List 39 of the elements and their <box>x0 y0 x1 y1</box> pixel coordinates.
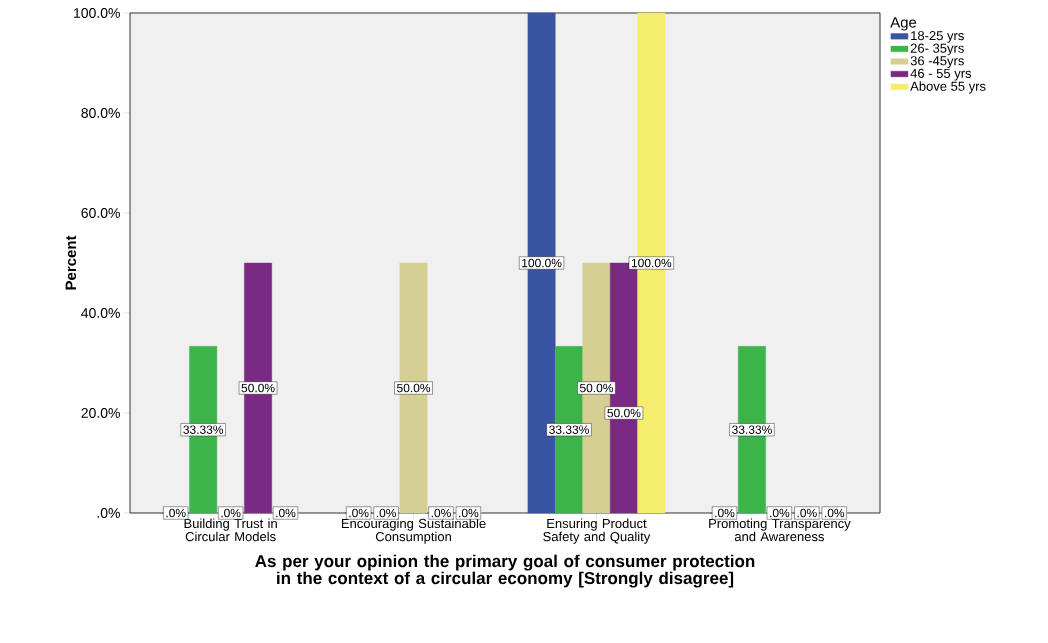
y-tick-label: 20.0% <box>81 408 120 418</box>
data-label: 33.33% <box>183 425 224 434</box>
y-tick-label: 40.0% <box>81 308 120 318</box>
data-label: 33.33% <box>732 425 772 434</box>
legend-label: 18-25 yrs <box>911 31 964 43</box>
data-label: .0% <box>459 508 479 518</box>
data-label: .0% <box>770 508 790 518</box>
data-label: .0% <box>715 508 735 518</box>
data-label: 50.0% <box>241 383 275 393</box>
legend-label: Above 55 yrs <box>910 81 986 94</box>
data-label: 100.0% <box>522 258 562 268</box>
bar <box>399 262 428 514</box>
data-label: .0% <box>166 508 186 518</box>
y-axis-title: Percent <box>65 235 77 290</box>
data-label: .0% <box>797 508 817 518</box>
x-tick-label: Encouraging Sustainable Consumption <box>341 518 486 544</box>
data-label: .0% <box>349 508 369 518</box>
data-label: .0% <box>825 508 845 518</box>
y-tick-label: 60.0% <box>81 208 120 218</box>
y-tick-label: .0% <box>97 508 120 518</box>
data-label: .0% <box>276 508 296 518</box>
legend-title: Age <box>890 17 917 31</box>
x-axis-title: As per your opinion the primary goal of consumer protection in the context of a circular economy [Strongly disagree] <box>255 554 755 588</box>
x-tick-label: Promoting Transparency and Awareness <box>709 518 851 542</box>
legend-label: 26- 35yrs <box>910 43 964 56</box>
data-label: 50.0% <box>607 408 641 418</box>
data-label: .0% <box>431 508 451 518</box>
legend-label: 46 - 55 yrs <box>910 68 972 81</box>
x-tick-label: Ensuring Product Safety and Quality <box>543 518 651 544</box>
data-label: .0% <box>221 508 241 518</box>
data-label: 50.0% <box>579 383 614 393</box>
data-label: .0% <box>376 508 397 518</box>
data-label: 100.0% <box>631 258 672 268</box>
x-tick-label: Building Trust in Circular Models <box>184 518 277 542</box>
legend-label: 36 -45yrs <box>910 56 964 68</box>
y-tick-label: 100.0% <box>74 8 120 18</box>
data-label: 50.0% <box>397 383 431 393</box>
data-label: 33.33% <box>549 425 589 434</box>
y-tick-label: 80.0% <box>81 108 120 118</box>
